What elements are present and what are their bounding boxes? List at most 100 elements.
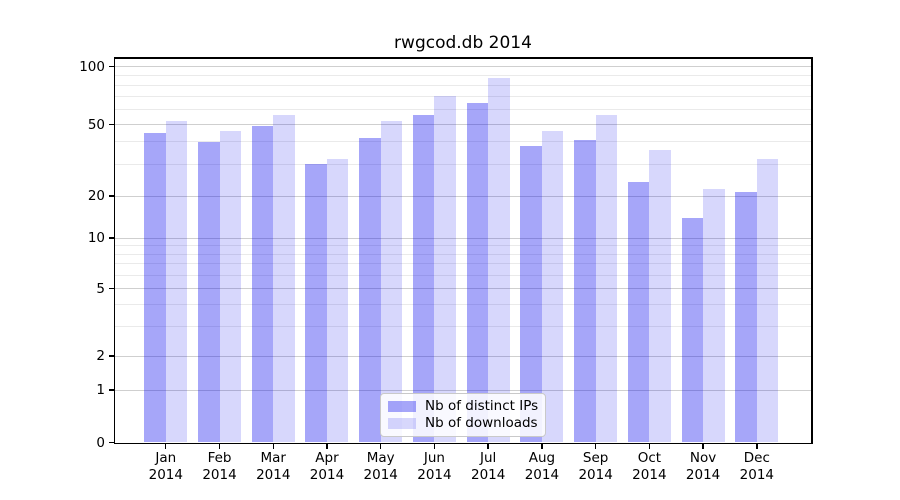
bar-downloads bbox=[756, 159, 779, 443]
x-tick-mark bbox=[541, 444, 543, 449]
y-tick-label: 2 bbox=[96, 348, 105, 364]
x-tick-label: Sep 2014 bbox=[564, 450, 628, 483]
x-tick-year: 2014 bbox=[148, 466, 183, 483]
x-tick-mark bbox=[380, 444, 382, 449]
x-tick-month: May bbox=[366, 450, 395, 466]
y-tick-label: 5 bbox=[96, 280, 105, 297]
y-tick-mark bbox=[109, 389, 114, 391]
x-tick-mark bbox=[272, 444, 274, 449]
x-tick-month: Oct bbox=[637, 450, 662, 466]
x-tick-year: 2014 bbox=[578, 466, 613, 483]
x-tick-month: Feb bbox=[207, 450, 232, 466]
gridline-minor bbox=[115, 263, 811, 265]
gridline-major bbox=[115, 66, 811, 67]
y-tick-mark bbox=[109, 441, 114, 444]
x-tick-mark bbox=[433, 444, 436, 449]
gridline-minor bbox=[115, 253, 811, 255]
x-tick-month: Sep bbox=[582, 450, 609, 466]
y-tick-mark bbox=[109, 65, 114, 68]
x-tick-year: 2014 bbox=[202, 466, 237, 483]
bar-downloads bbox=[595, 115, 618, 443]
legend-swatch-distinct-ips bbox=[388, 401, 416, 412]
x-tick-year: 2014 bbox=[739, 466, 774, 483]
gridline-minor bbox=[115, 95, 811, 97]
x-tick-mark bbox=[487, 444, 489, 449]
gridline-major bbox=[115, 288, 811, 289]
gridline-minor bbox=[115, 163, 811, 165]
bar-distinct-ips bbox=[359, 138, 381, 443]
bar-distinct-ips bbox=[198, 141, 220, 443]
x-tick-label: Mar 2014 bbox=[241, 450, 305, 483]
bar-distinct-ips bbox=[735, 192, 757, 443]
gridline-major bbox=[115, 237, 811, 239]
x-tick-label: Aug 2014 bbox=[510, 450, 574, 483]
x-tick-label: May 2014 bbox=[349, 450, 413, 483]
y-tick-mark bbox=[109, 355, 114, 357]
gridline-minor bbox=[115, 274, 811, 276]
y-tick-label: 100 bbox=[79, 58, 105, 75]
x-tick-label: Feb 2014 bbox=[188, 450, 252, 483]
gridline-minor bbox=[115, 108, 811, 110]
bar-downloads bbox=[434, 96, 456, 443]
y-tick-label: 1 bbox=[96, 382, 105, 398]
bar-distinct-ips bbox=[466, 102, 489, 443]
spine-bottom bbox=[113, 442, 813, 444]
gridline-minor bbox=[115, 325, 811, 327]
bar-distinct-ips bbox=[627, 181, 650, 443]
bar-downloads bbox=[273, 115, 295, 443]
bar-downloads bbox=[326, 159, 349, 443]
x-tick-mark bbox=[594, 444, 597, 449]
y-tick-mark bbox=[109, 123, 114, 126]
x-tick-label: Dec 2014 bbox=[725, 450, 789, 483]
x-tick-label: Apr 2014 bbox=[295, 450, 359, 483]
gridline-major bbox=[115, 124, 811, 125]
x-tick-year: 2014 bbox=[524, 466, 560, 483]
gridline-major bbox=[115, 195, 811, 197]
x-tick-year: 2014 bbox=[363, 466, 398, 483]
legend-label-distinct-ips: Nb of distinct IPs bbox=[425, 398, 539, 414]
y-tick-mark bbox=[109, 287, 114, 290]
bar-distinct-ips bbox=[574, 139, 596, 443]
y-tick-label: 50 bbox=[87, 116, 105, 133]
x-tick-year: 2014 bbox=[470, 466, 506, 483]
gridline-minor bbox=[115, 74, 811, 76]
bar-downloads bbox=[649, 150, 671, 443]
spine-left bbox=[113, 57, 115, 444]
x-tick-month: Aug bbox=[528, 450, 556, 466]
legend-label-downloads: Nb of downloads bbox=[425, 415, 538, 431]
x-tick-year: 2014 bbox=[256, 466, 291, 483]
x-tick-month: Dec bbox=[743, 450, 770, 466]
x-tick-month: Jan bbox=[155, 450, 177, 466]
y-tick-mark bbox=[109, 195, 114, 197]
x-tick-month: Nov bbox=[689, 450, 717, 466]
bar-distinct-ips bbox=[305, 164, 327, 443]
y-tick-label: 0 bbox=[96, 434, 105, 451]
x-tick-month: Apr bbox=[315, 450, 339, 466]
y-tick-label: 10 bbox=[87, 230, 105, 246]
x-tick-mark bbox=[165, 444, 167, 449]
gridline-minor bbox=[115, 245, 811, 247]
x-tick-label: Jul 2014 bbox=[456, 450, 520, 483]
legend-item: Nb of downloads bbox=[388, 416, 538, 431]
x-tick-month: Jun bbox=[423, 450, 445, 466]
x-tick-mark bbox=[326, 444, 328, 449]
bar-downloads bbox=[703, 188, 725, 443]
x-tick-year: 2014 bbox=[632, 466, 667, 483]
spine-top bbox=[113, 57, 813, 59]
x-tick-mark bbox=[648, 444, 651, 449]
legend-item: Nb of distinct IPs bbox=[388, 399, 538, 414]
x-tick-year: 2014 bbox=[417, 466, 452, 483]
x-tick-month: Mar bbox=[260, 450, 286, 466]
bar-downloads bbox=[219, 131, 242, 443]
x-tick-mark bbox=[218, 444, 221, 449]
bar-downloads bbox=[488, 78, 510, 443]
x-tick-mark bbox=[702, 444, 704, 449]
gridline-major bbox=[115, 355, 811, 357]
legend: Nb of distinct IPs Nb of downloads bbox=[380, 393, 546, 437]
gridline-minor bbox=[115, 84, 811, 86]
x-tick-label: Oct 2014 bbox=[617, 450, 681, 483]
bar-distinct-ips bbox=[251, 126, 274, 443]
x-tick-year: 2014 bbox=[309, 466, 345, 483]
gridline-minor bbox=[115, 304, 811, 306]
